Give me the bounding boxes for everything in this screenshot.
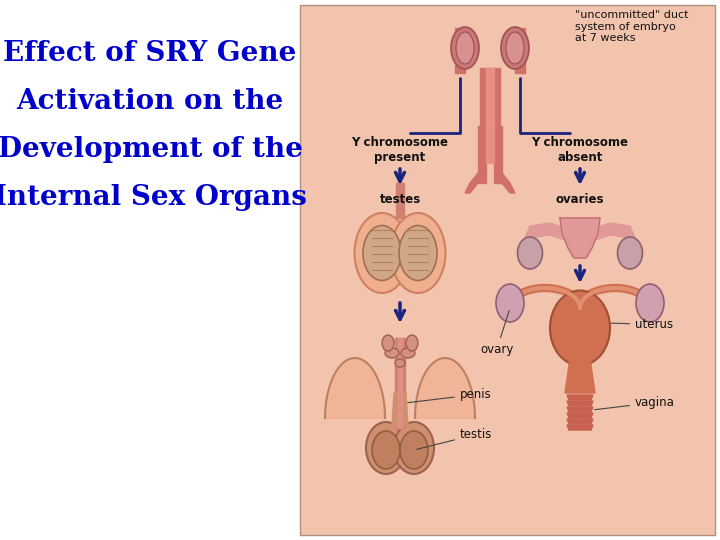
Text: Development of the: Development of the <box>0 136 302 163</box>
Text: Effect of SRY Gene: Effect of SRY Gene <box>4 40 297 67</box>
Polygon shape <box>465 173 478 193</box>
Bar <box>300 5 715 535</box>
Text: ovary: ovary <box>480 310 513 356</box>
Polygon shape <box>525 223 565 262</box>
Ellipse shape <box>501 27 529 69</box>
Ellipse shape <box>366 422 406 474</box>
Polygon shape <box>392 393 408 426</box>
Polygon shape <box>567 395 593 400</box>
Polygon shape <box>567 413 593 418</box>
Polygon shape <box>480 68 500 128</box>
Text: uterus: uterus <box>611 318 673 331</box>
Text: penis: penis <box>408 388 492 403</box>
Polygon shape <box>478 126 486 183</box>
Polygon shape <box>567 407 593 412</box>
Ellipse shape <box>354 213 410 293</box>
Ellipse shape <box>401 348 415 358</box>
Text: Activation on the: Activation on the <box>17 88 284 115</box>
Text: "uncommitted" duct
system of embryo
at 7 weeks: "uncommitted" duct system of embryo at 7… <box>575 10 688 43</box>
Text: testis: testis <box>417 428 492 449</box>
Polygon shape <box>515 28 525 73</box>
Ellipse shape <box>406 335 418 351</box>
Polygon shape <box>395 338 405 428</box>
Ellipse shape <box>372 431 400 469</box>
Text: Y chromosome
present: Y chromosome present <box>351 136 449 164</box>
Ellipse shape <box>496 284 524 322</box>
Ellipse shape <box>385 348 399 358</box>
Polygon shape <box>502 173 515 193</box>
Text: testes: testes <box>379 193 420 206</box>
Ellipse shape <box>506 32 524 64</box>
Polygon shape <box>567 419 593 424</box>
Polygon shape <box>567 425 593 430</box>
Ellipse shape <box>618 237 642 269</box>
Polygon shape <box>567 401 593 406</box>
Text: Y chromosome
absent: Y chromosome absent <box>531 136 629 164</box>
Polygon shape <box>486 68 494 128</box>
Ellipse shape <box>390 213 446 293</box>
Polygon shape <box>396 183 404 218</box>
Ellipse shape <box>518 237 542 269</box>
Ellipse shape <box>636 284 664 322</box>
Polygon shape <box>595 223 635 262</box>
Text: ovaries: ovaries <box>556 193 604 206</box>
Ellipse shape <box>456 32 474 64</box>
Ellipse shape <box>451 27 479 69</box>
Ellipse shape <box>382 335 394 351</box>
Ellipse shape <box>363 226 401 280</box>
Polygon shape <box>486 126 494 163</box>
Ellipse shape <box>394 422 434 474</box>
Polygon shape <box>565 358 595 393</box>
Polygon shape <box>560 218 600 258</box>
Polygon shape <box>455 28 465 73</box>
Ellipse shape <box>395 359 405 367</box>
Ellipse shape <box>399 226 437 280</box>
Polygon shape <box>494 126 502 183</box>
Text: Internal Sex Organs: Internal Sex Organs <box>0 184 307 211</box>
Polygon shape <box>398 338 402 428</box>
Text: vagina: vagina <box>595 396 675 410</box>
Ellipse shape <box>550 291 610 366</box>
Ellipse shape <box>400 431 428 469</box>
